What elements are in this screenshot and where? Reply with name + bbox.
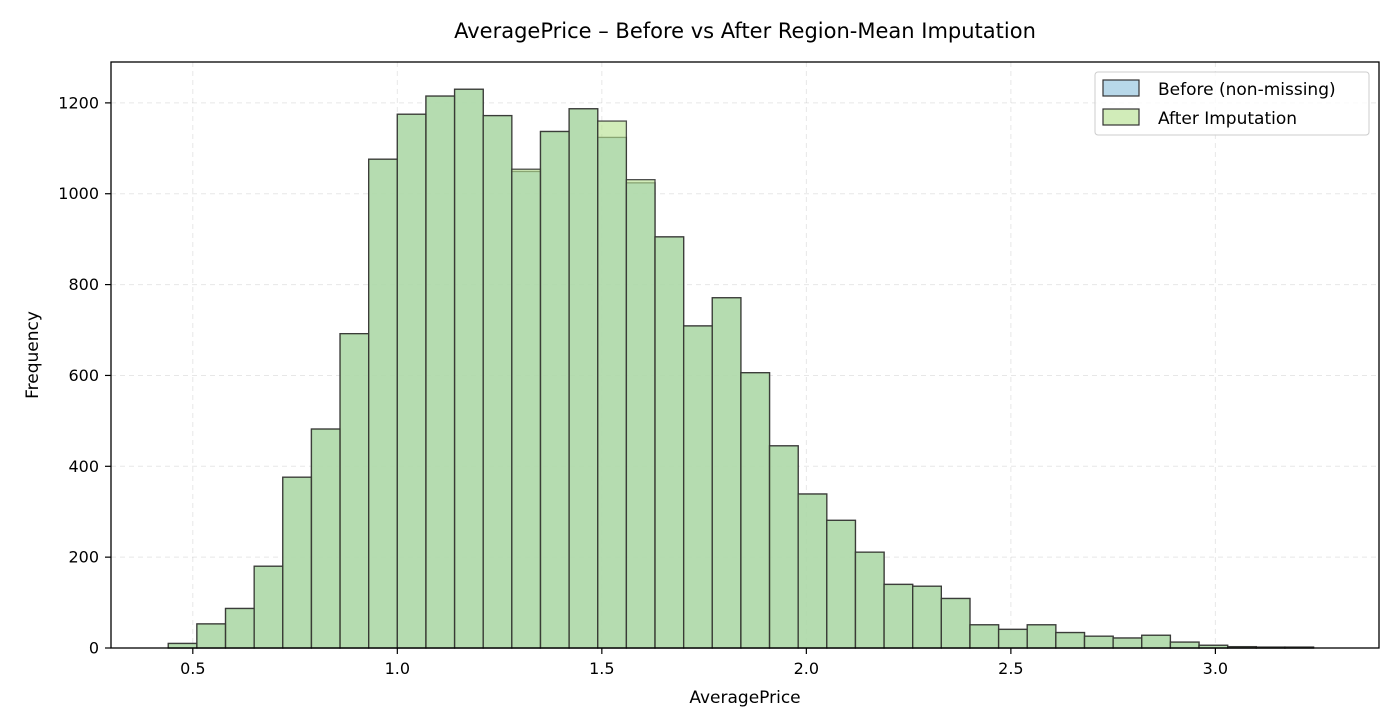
legend-label-after: After Imputation [1158, 109, 1297, 129]
x-tick-label: 3.0 [1203, 659, 1228, 678]
after-bar [797, 493, 828, 649]
after-bar [854, 551, 885, 649]
x-tick-label: 2.0 [794, 659, 819, 678]
legend-label-before: Before (non-missing) [1158, 80, 1336, 100]
after-bar [368, 158, 398, 649]
x-tick-label: 0.5 [180, 659, 205, 678]
after-bar [568, 108, 599, 649]
y-tick-label: 1200 [58, 93, 99, 112]
after-bar [1112, 637, 1143, 649]
after-bar [196, 623, 227, 649]
after-bar [253, 565, 284, 649]
after-bar [625, 179, 656, 649]
x-axis-ticks: 0.5 1.0 1.5 2.0 2.5 3.0 [180, 648, 1228, 678]
after-bar [768, 445, 799, 649]
x-axis-label: AveragePrice [689, 688, 800, 708]
after-bar [682, 325, 713, 649]
y-tick-label: 0 [89, 639, 99, 658]
after-bar [1083, 635, 1114, 649]
after-bar [826, 519, 857, 649]
after-bar [396, 113, 427, 649]
after-bar [511, 168, 542, 649]
after-bar [539, 130, 570, 649]
after-bar [940, 597, 971, 649]
y-tick-label: 200 [68, 548, 99, 567]
y-tick-label: 1000 [58, 184, 99, 203]
y-axis-ticks: 0 200 400 600 800 1000 1200 [58, 93, 111, 658]
after-bar [1055, 631, 1086, 649]
after-bar [997, 628, 1028, 649]
after-bar [1141, 634, 1172, 649]
after-bar [740, 372, 771, 649]
x-tick-label: 1.0 [385, 659, 410, 678]
x-tick-label: 1.5 [589, 659, 614, 678]
after-bar [310, 428, 341, 649]
after-bars [167, 88, 1315, 649]
y-tick-label: 800 [68, 275, 99, 294]
legend-swatch-after [1102, 108, 1140, 126]
legend: Before (non-missing) After Imputation [1094, 71, 1370, 136]
plot-frame [110, 61, 1380, 649]
after-bar [711, 297, 742, 649]
after-bar [224, 607, 255, 649]
legend-box [1094, 71, 1370, 136]
after-bar [425, 95, 456, 649]
legend-swatch-before [1102, 79, 1140, 97]
after-bar [339, 332, 370, 649]
y-axis-label: Frequency [23, 311, 43, 399]
after-bar [883, 583, 914, 649]
after-bar [969, 624, 1000, 649]
chart-title: AveragePrice – Before vs After Region-Me… [454, 19, 1036, 43]
after-bar [654, 236, 685, 649]
y-tick-label: 400 [68, 457, 99, 476]
after-bar [453, 88, 484, 649]
after-bar [482, 114, 513, 649]
after-bar [912, 585, 942, 649]
y-tick-label: 600 [68, 366, 99, 385]
after-bar [1026, 624, 1057, 649]
after-bar [282, 476, 313, 649]
x-tick-label: 2.5 [998, 659, 1023, 678]
after-bar [167, 642, 198, 649]
after-bar [1169, 641, 1200, 649]
after-bar [597, 120, 628, 649]
